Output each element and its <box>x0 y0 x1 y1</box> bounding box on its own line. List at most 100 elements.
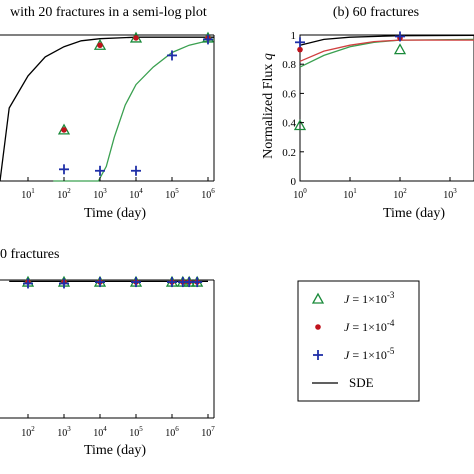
panel-a-x-tick-exp-6: 6 <box>211 187 215 195</box>
panel-a-x-tick-exp-1: 1 <box>31 187 35 195</box>
panel-c: 0 fractures 102 103 104 105 106 107 Time (day… <box>0 247 215 458</box>
panel-c-x-tick-exp-5: 7 <box>211 425 215 433</box>
panel-b-point-plus-0 <box>295 37 305 48</box>
panel-b-y-label-symbol: q <box>261 53 276 60</box>
panel-c-x-tick-label-3: 105 <box>129 425 143 439</box>
panel-a-x-tick-base-4: 10 <box>129 190 139 201</box>
panel-a-x-tick-base-5: 10 <box>165 190 175 201</box>
panel-b-point-triangle-1 <box>393 43 407 55</box>
legend-label-0-exp: -3 <box>387 290 395 300</box>
panel-b-curve-red <box>299 39 474 62</box>
panel-b-x-label: Time (day) <box>383 206 445 221</box>
panel-b-title: (b) 60 fractures <box>333 5 419 20</box>
panel-b-point-plus-1 <box>395 31 405 42</box>
panel-c-x-tick-base-2: 10 <box>93 428 103 439</box>
panel-c-title: 0 fractures <box>0 247 59 262</box>
panel-b-series-plus <box>295 31 405 48</box>
panel-a-point-plus-3 <box>167 50 177 61</box>
panel-a-x-tick-base-6: 10 <box>201 190 211 201</box>
panel-b-y-label: Normalized Flux q <box>261 53 276 159</box>
panel-a-title: with 20 fractures in a semi-log plot <box>10 5 207 20</box>
panel-a-point-plus-0 <box>59 164 69 175</box>
panel-c-x-tick-base-3: 10 <box>129 428 139 439</box>
panel-c-point-plus-4 <box>167 277 177 288</box>
panel-b-y-tick-label-3: 0.6 <box>282 88 296 100</box>
panel-b-plot-area <box>293 31 474 182</box>
panel-a-curve-sde <box>0 36 214 182</box>
panel-a-x-label: Time (day) <box>84 206 146 221</box>
panel-a-x-tick-base-1: 10 <box>21 190 31 201</box>
panel-a-x-tick-label-6: 106 <box>201 187 215 201</box>
panel-a-point-circle-0 <box>61 127 67 133</box>
legend-label-2-exp: -5 <box>387 346 395 356</box>
panel-c-x-tick-exp-3: 5 <box>139 425 143 433</box>
panel-b-x-tick-label-2: 102 <box>393 187 407 201</box>
legend-label-1-symbol: J <box>344 320 350 334</box>
panel-c-x-tick-base-0: 10 <box>21 428 31 439</box>
panel-b-x-tick-label-1: 101 <box>343 187 357 201</box>
legend-label-1-value: = 1×10 <box>349 320 387 334</box>
panel-a-curve-green <box>53 38 215 182</box>
legend-label-1: J = 1×10-4 <box>344 318 395 334</box>
panel-a-point-plus-2 <box>131 165 141 176</box>
legend-label-0: J = 1×10-3 <box>344 290 395 306</box>
panel-b-x-tick-exp-1: 1 <box>353 187 357 195</box>
panel-b-y-tick-label-1: 0.2 <box>282 147 296 159</box>
panel-b-curve-sde <box>299 34 474 46</box>
panel-a-series-triangle <box>57 31 215 135</box>
panel-c-x-tick-base-5: 10 <box>201 428 211 439</box>
panel-c-x-tick-base-1: 10 <box>57 428 67 439</box>
panel-c-x-tick-label-2: 104 <box>93 425 107 439</box>
legend-label-1-exp: -4 <box>387 318 395 328</box>
panel-c-x-tick-exp-2: 4 <box>103 425 107 433</box>
panel-c-point-plus-7 <box>192 277 203 288</box>
panel-a-x-tick-base-3: 10 <box>93 190 103 201</box>
panel-c-point-plus-3 <box>131 277 141 288</box>
panel-b: (b) 60 fractures 100 101 102 103 00.20.40.6… <box>261 5 474 221</box>
panel-a-x-tick-label-1: 101 <box>21 187 35 201</box>
panel-b-x-tick-base-1: 10 <box>343 190 353 201</box>
panel-a-x-tick-exp-2: 2 <box>67 187 71 195</box>
panel-c-point-plus-0 <box>23 278 33 289</box>
panel-c-point-plus-1 <box>59 278 69 289</box>
legend-label-2-value: = 1×10 <box>349 348 387 362</box>
legend-swatch-0 <box>311 292 325 304</box>
panel-a-x-ticks: 101 102 103 104 105 106 <box>21 177 215 201</box>
legend-label-2-symbol: J <box>344 348 350 362</box>
panel-b-x-tick-base-3: 10 <box>443 190 453 201</box>
panel-b-x-tick-base-2: 10 <box>393 190 403 201</box>
panel-a-x-tick-exp-4: 4 <box>139 187 143 195</box>
panel-c-x-tick-label-0: 102 <box>21 425 35 439</box>
panel-a-x-tick-exp-3: 3 <box>103 187 107 195</box>
panel-b-frame <box>299 34 474 182</box>
panel-a-point-circle-1 <box>97 42 103 49</box>
panel-c-x-tick-exp-1: 3 <box>67 425 71 433</box>
panel-a-x-tick-label-5: 105 <box>165 187 179 201</box>
legend-label-0-symbol: J <box>344 292 350 306</box>
panel-c-x-label: Time (day) <box>84 443 146 458</box>
panel-a-series-plus <box>59 34 213 176</box>
panel-b-curve-green <box>299 38 474 68</box>
panel-c-x-tick-base-4: 10 <box>165 428 175 439</box>
panel-b-x-tick-exp-0: 0 <box>303 187 307 195</box>
panel-b-x-tick-label-0: 100 <box>293 187 307 201</box>
panel-c-plot-area <box>0 275 215 419</box>
panel-c-point-plus-2 <box>95 277 105 288</box>
legend-entry-3: SDE <box>312 375 374 390</box>
legend-label-0-value: = 1×10 <box>349 292 387 306</box>
panel-b-y-tick-label-0: 0 <box>291 176 297 188</box>
legend-swatch-1 <box>315 324 321 330</box>
panel-a-point-plus-4 <box>203 34 213 45</box>
panel-b-x-tick-exp-3: 3 <box>453 187 457 195</box>
panel-b-y-tick-label-4: 0.8 <box>282 59 296 71</box>
panel-b-x-tick-base-0: 10 <box>293 190 303 201</box>
panel-c-x-tick-label-5: 107 <box>201 425 215 439</box>
panel-a-x-tick-label-3: 103 <box>93 187 107 201</box>
panel-b-x-tick-label-3: 103 <box>443 187 457 201</box>
panel-b-point-triangle-0 <box>293 119 307 131</box>
panel-b-series-triangle <box>293 43 407 131</box>
panel-b-y-tick-label-5: 1 <box>291 30 297 42</box>
